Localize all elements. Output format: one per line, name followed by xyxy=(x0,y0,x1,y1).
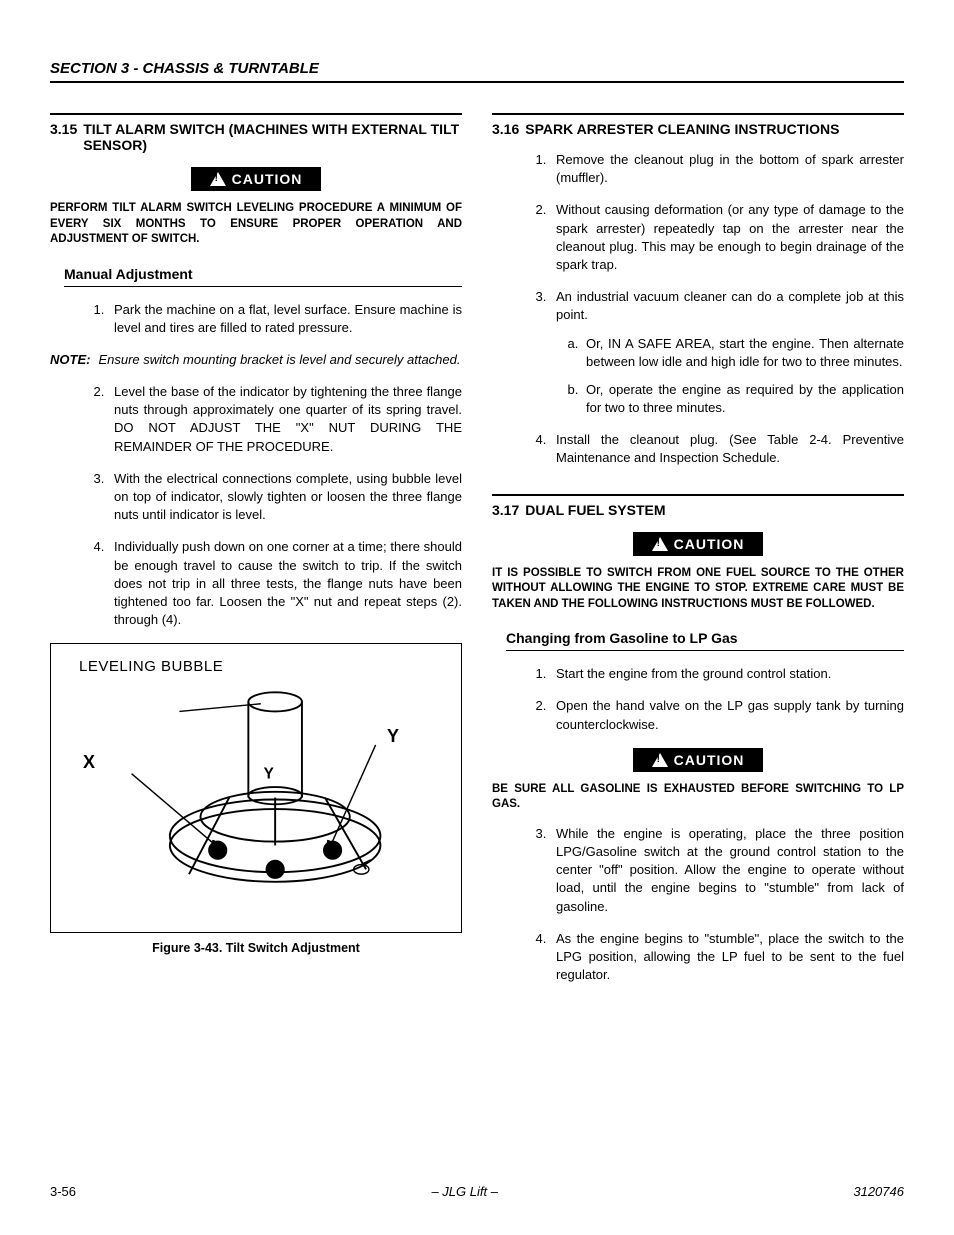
note-text: Ensure switch mounting bracket is level … xyxy=(98,351,460,369)
list-item: Or, operate the engine as required by th… xyxy=(582,381,904,417)
list-item: Install the cleanout plug. (See Table 2-… xyxy=(550,431,904,467)
figure-label-leveling: LEVELING BUBBLE xyxy=(79,658,223,676)
heading-num: 3.17 xyxy=(492,502,519,518)
caution-label: CAUTION xyxy=(232,171,303,187)
left-column: 3.15 TILT ALARM SWITCH (MACHINES WITH EX… xyxy=(50,113,462,998)
caution-label: CAUTION xyxy=(674,536,745,552)
spark-sublist: Or, IN A SAFE AREA, start the engine. Th… xyxy=(556,335,904,418)
list-item: While the engine is operating, place the… xyxy=(550,825,904,916)
caution-badge: CAUTION xyxy=(633,532,763,556)
figure-box: LEVELING BUBBLE X Y xyxy=(50,643,462,933)
list-item: Without causing deformation (or any type… xyxy=(550,201,904,274)
heading-text: DUAL FUEL SYSTEM xyxy=(525,502,904,518)
figure-label-y: Y xyxy=(387,726,399,747)
content-columns: 3.15 TILT ALARM SWITCH (MACHINES WITH EX… xyxy=(50,113,904,998)
list-item: With the electrical connections complete… xyxy=(108,470,462,525)
note-label: NOTE: xyxy=(50,351,90,369)
list-item: Remove the cleanout plug in the bottom o… xyxy=(550,151,904,187)
list-item: As the engine begins to "stumble", place… xyxy=(550,930,904,985)
list-item: Level the base of the indicator by tight… xyxy=(108,383,462,456)
figure-label-x: X xyxy=(83,752,95,773)
svg-text:Y: Y xyxy=(264,766,274,783)
note: NOTE: Ensure switch mounting bracket is … xyxy=(50,351,462,369)
caution-text: PERFORM TILT ALARM SWITCH LEVELING PROCE… xyxy=(50,201,462,248)
changing-list: Start the engine from the ground control… xyxy=(492,665,904,734)
heading-text: SPARK ARRESTER CLEANING INSTRUCTIONS xyxy=(525,121,904,137)
caution-badge: CAUTION xyxy=(191,167,321,191)
warning-icon xyxy=(652,537,668,551)
changing-list-cont: While the engine is operating, place the… xyxy=(492,825,904,985)
caution-text: BE SURE ALL GASOLINE IS EXHAUSTED BEFORE… xyxy=(492,782,904,813)
footer-center: – JLG Lift – xyxy=(431,1184,497,1199)
footer-page: 3-56 xyxy=(50,1184,76,1199)
tilt-switch-diagram: Y xyxy=(61,654,451,922)
heading-3-15: 3.15 TILT ALARM SWITCH (MACHINES WITH EX… xyxy=(50,113,462,153)
manual-list-cont: Level the base of the indicator by tight… xyxy=(50,383,462,629)
caution-label: CAUTION xyxy=(674,752,745,768)
heading-num: 3.15 xyxy=(50,121,77,153)
heading-num: 3.16 xyxy=(492,121,519,137)
list-item: An industrial vacuum cleaner can do a co… xyxy=(550,288,904,417)
subheading-changing: Changing from Gasoline to LP Gas xyxy=(506,630,904,651)
spark-list: Remove the cleanout plug in the bottom o… xyxy=(492,151,904,468)
heading-3-16: 3.16 SPARK ARRESTER CLEANING INSTRUCTION… xyxy=(492,113,904,137)
warning-icon xyxy=(210,172,226,186)
heading-text: TILT ALARM SWITCH (MACHINES WITH EXTERNA… xyxy=(83,121,462,153)
page-footer: 3-56 – JLG Lift – 3120746 xyxy=(50,1184,904,1199)
warning-icon xyxy=(652,753,668,767)
right-column: 3.16 SPARK ARRESTER CLEANING INSTRUCTION… xyxy=(492,113,904,998)
list-item: Open the hand valve on the LP gas supply… xyxy=(550,697,904,733)
list-item: Individually push down on one corner at … xyxy=(108,538,462,629)
manual-list: Park the machine on a flat, level surfac… xyxy=(50,301,462,337)
list-item: Or, IN A SAFE AREA, start the engine. Th… xyxy=(582,335,904,371)
caution-text: IT IS POSSIBLE TO SWITCH FROM ONE FUEL S… xyxy=(492,566,904,613)
list-item: Park the machine on a flat, level surfac… xyxy=(108,301,462,337)
section-header: SECTION 3 - CHASSIS & TURNTABLE xyxy=(50,60,904,83)
footer-right: 3120746 xyxy=(853,1184,904,1199)
list-item: Start the engine from the ground control… xyxy=(550,665,904,683)
item-text: An industrial vacuum cleaner can do a co… xyxy=(556,289,904,322)
caution-badge: CAUTION xyxy=(633,748,763,772)
figure-text: LEVELING BUBBLE xyxy=(79,658,223,675)
figure-caption: Figure 3-43. Tilt Switch Adjustment xyxy=(50,941,462,955)
subheading-manual: Manual Adjustment xyxy=(64,266,462,287)
heading-3-17: 3.17 DUAL FUEL SYSTEM xyxy=(492,494,904,518)
